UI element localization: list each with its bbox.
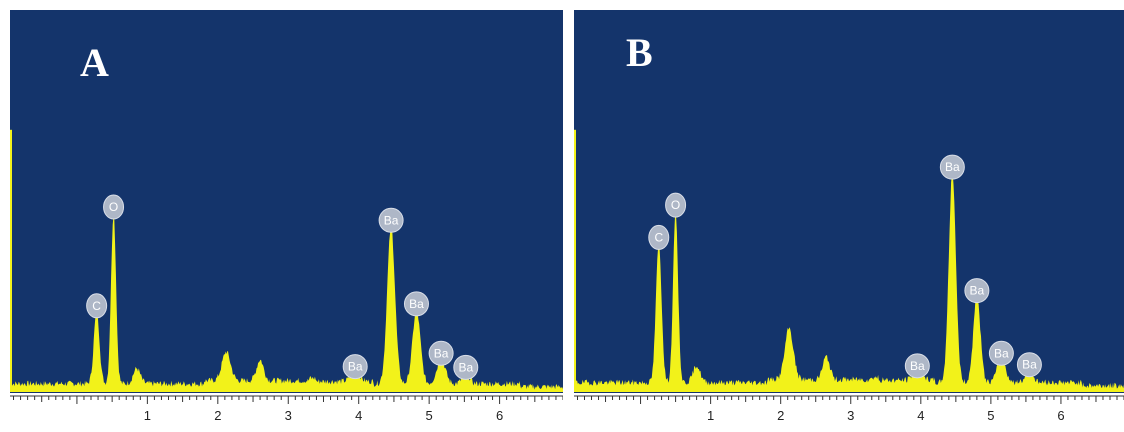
peak-label-badge [453, 354, 479, 380]
peak-label-c: C [86, 293, 108, 319]
x-tick-label: 4 [355, 408, 362, 423]
peak-label-text: Ba [458, 360, 473, 374]
x-tick-label: 1 [707, 408, 714, 423]
peak-label-text: Ba [409, 297, 424, 311]
x-tick-label: 3 [847, 408, 854, 423]
x-tick-label: 2 [777, 408, 784, 423]
x-tick-label: 5 [987, 408, 994, 423]
peak-label-text: Ba [384, 213, 399, 227]
x-tick-label: 5 [426, 408, 433, 423]
peak-label-c: C [648, 224, 670, 250]
peak-label-text: Ba [945, 160, 960, 174]
x-tick-label: 6 [496, 408, 503, 423]
peak-label-text: Ba [910, 359, 925, 373]
peak-label-badge [648, 224, 670, 250]
peak-label-ba: Ba [939, 154, 965, 180]
peak-label-badge [964, 278, 990, 304]
peak-label-badge [904, 353, 930, 379]
peak-label-badge [988, 340, 1014, 366]
peak-label-text: Ba [970, 284, 985, 298]
zero-peak-line [10, 129, 12, 393]
peak-label-text: C [92, 299, 101, 313]
peak-label-o: O [665, 192, 687, 218]
panel-letter-a: A [80, 40, 109, 85]
peak-label-text: Ba [1022, 358, 1037, 372]
peak-label-text: C [654, 230, 663, 244]
peak-label-badge [403, 291, 429, 317]
eds-spectrum-panel-a: C O Ba Ba Ba Ba Ba 1 2 3 4 5 6 A [10, 10, 563, 423]
x-tick-label: 6 [1057, 408, 1064, 423]
x-tick-label: 1 [144, 408, 151, 423]
peak-label-text: Ba [994, 346, 1009, 360]
peak-label-text: Ba [348, 360, 363, 374]
x-tick-label: 2 [214, 408, 221, 423]
peak-label-ba: Ba [988, 340, 1014, 366]
peak-label-badge [665, 192, 687, 218]
peak-label-text: Ba [434, 346, 449, 360]
x-tick-label: 4 [917, 408, 924, 423]
eds-spectrum-panel-b: C O Ba Ba Ba Ba Ba 1 2 3 4 5 6 B [574, 10, 1124, 423]
peak-label-ba: Ba [1016, 352, 1042, 378]
peak-label-ba: Ba [428, 340, 454, 366]
peak-label-ba: Ba [378, 207, 404, 233]
panel-letter-b: B [626, 30, 653, 75]
x-tick-label: 3 [285, 408, 292, 423]
peak-label-badge [428, 340, 454, 366]
plot-background [10, 10, 563, 393]
zero-peak-line [574, 129, 576, 393]
peak-label-ba: Ba [964, 278, 990, 304]
peak-label-badge [1016, 352, 1042, 378]
peak-label-ba: Ba [342, 354, 368, 380]
peak-label-ba: Ba [453, 354, 479, 380]
peak-label-badge [378, 207, 404, 233]
peak-label-text: O [109, 200, 118, 214]
peak-label-ba: Ba [403, 291, 429, 317]
peak-label-o: O [103, 194, 125, 220]
peak-label-badge [86, 293, 108, 319]
peak-label-ba: Ba [904, 353, 930, 379]
peak-label-badge [939, 154, 965, 180]
peak-label-badge [342, 354, 368, 380]
peak-label-text: O [671, 198, 680, 212]
peak-label-badge [103, 194, 125, 220]
